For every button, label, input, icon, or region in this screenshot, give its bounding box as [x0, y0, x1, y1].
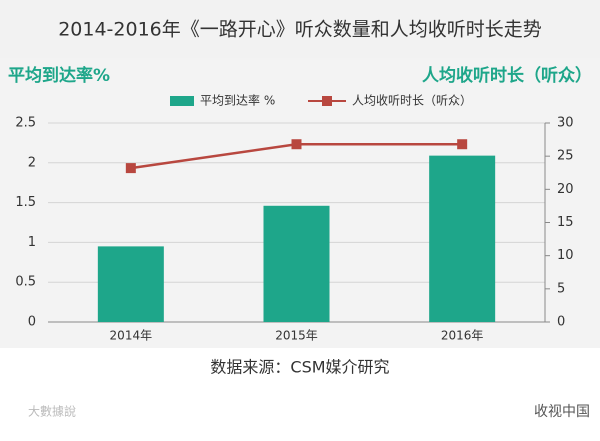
bar — [263, 205, 330, 322]
bar — [97, 246, 164, 322]
line-marker — [457, 139, 468, 150]
y2-tick-label: 5 — [557, 281, 565, 296]
y2-tick-label: 15 — [557, 215, 574, 230]
y2-tick-label: 20 — [557, 182, 574, 197]
bar — [429, 155, 496, 322]
y2-tick-label: 0 — [557, 315, 565, 330]
watermark: 收视中国 — [534, 404, 590, 420]
y-tick-label: 2 — [28, 155, 36, 170]
line-marker — [291, 139, 302, 150]
y2-tick-label: 30 — [557, 116, 574, 131]
y-axis-label: 平均到达率% — [8, 65, 110, 86]
legend-swatch — [170, 96, 194, 106]
y2-tick-label: 25 — [557, 149, 574, 164]
x-tick-label: 2015年 — [275, 329, 318, 343]
y-tick-label: 2.5 — [15, 116, 36, 131]
watermark: 大數據說 — [28, 404, 76, 419]
x-tick-label: 2014年 — [110, 329, 153, 343]
y-tick-label: 0 — [28, 315, 36, 330]
x-tick-label: 2016年 — [441, 329, 484, 343]
y-tick-label: 1 — [28, 235, 36, 250]
legend-label: 平均到达率 % — [200, 93, 275, 108]
y-tick-label: 0.5 — [15, 275, 36, 290]
y-tick-label: 1.5 — [15, 195, 36, 210]
source: 数据来源：CSM媒介研究 — [210, 358, 389, 377]
chart-title: 2014-2016年《一路开心》听众数量和人均收听时长走势 — [58, 19, 542, 41]
legend-label: 人均收听时长（听众） — [352, 94, 472, 108]
title-band — [0, 0, 600, 58]
line-marker — [125, 163, 136, 174]
y2-tick-label: 10 — [557, 248, 574, 263]
y2-axis-label: 人均收听时长（听众） — [422, 65, 592, 86]
legend-swatch — [322, 96, 332, 106]
